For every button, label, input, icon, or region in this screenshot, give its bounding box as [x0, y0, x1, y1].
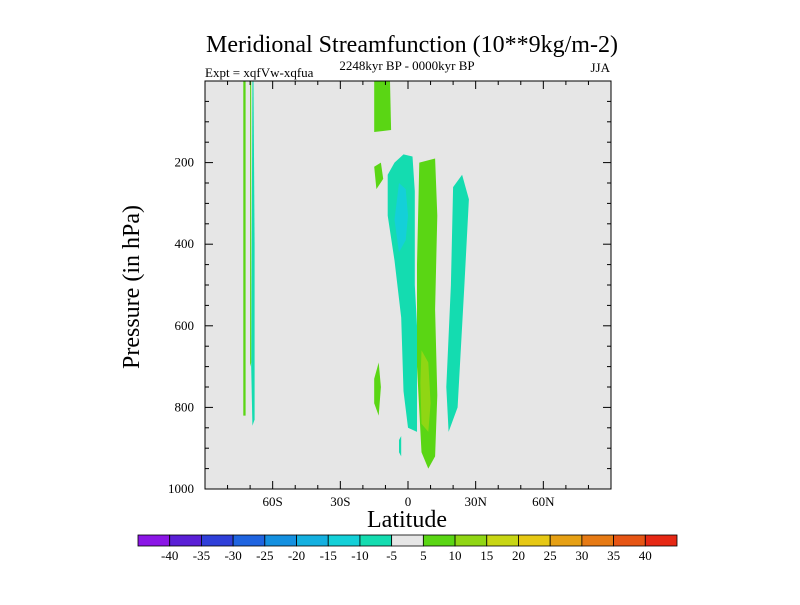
colorbar-swatch: [422, 534, 456, 547]
x-tick-label: 60N: [532, 494, 555, 509]
colorbar-label: -35: [193, 548, 210, 563]
colorbar-label: 35: [607, 548, 620, 563]
colorbar-label: -15: [320, 548, 337, 563]
subtitle-center: 2248kyr BP - 0000kyr BP: [339, 58, 474, 73]
x-axis: 60S 30S 0 30N 60N: [204, 81, 612, 509]
y-tick-label: 600: [175, 318, 195, 333]
colorbar-swatch: [486, 534, 519, 547]
contour-region-upper-green-patch: [374, 81, 392, 132]
contour-region-tropical-cyan-cell: [387, 154, 417, 432]
colorbar: -40 -35 -30 -25 -20 -15 -10 -5 5 10 15 20 25 30 35 40: [137, 534, 678, 563]
colorbar-label: -20: [288, 548, 305, 563]
colorbar-swatch: [359, 534, 393, 547]
contour-region-small-cyan-dot: [399, 436, 402, 457]
chart-title: Meridional Streamfunction (10**9kg/m-2): [206, 32, 618, 58]
colorbar-swatch: [327, 534, 361, 547]
contour-region-small-green-patch-upper: [374, 162, 384, 190]
colorbar-label: 15: [480, 548, 493, 563]
colorbar-label: 10: [449, 548, 462, 563]
colorbar-label: -5: [386, 548, 397, 563]
colorbar-swatch: [613, 534, 646, 547]
colorbar-swatch: [518, 534, 551, 547]
y-axis: 200 400 600 800 1000: [168, 80, 611, 496]
colorbar-swatch: [296, 534, 329, 547]
colorbar-swatch: [549, 534, 583, 547]
colorbar-label: -40: [161, 548, 178, 563]
contour-region-tropical-yellow-green-core: [420, 350, 431, 432]
colorbar-swatch: [454, 534, 488, 547]
colorbar-swatch: [169, 534, 202, 547]
colorbar-label: 5: [420, 548, 427, 563]
colorbar-label: 30: [575, 548, 588, 563]
colorbar-label: -10: [351, 548, 368, 563]
contour-region-polar-green-strip: [243, 81, 246, 416]
contour-region-nh-cyan-cell: [446, 174, 469, 432]
colorbar-swatch: [391, 534, 424, 547]
subtitle-left: Expt = xqfVw-xqfua: [205, 65, 314, 80]
contour-region-polar-cyan-strip: [251, 81, 255, 426]
y-tick-label: 200: [175, 155, 195, 170]
colorbar-label: 20: [512, 548, 525, 563]
colorbar-swatch: [644, 534, 678, 547]
y-tick-label: 400: [175, 236, 195, 251]
x-tick-label: 30N: [464, 494, 487, 509]
x-tick-label: 60S: [263, 494, 283, 509]
colorbar-label: 40: [639, 548, 652, 563]
colorbar-swatch: [137, 534, 171, 547]
contour-region-polar-green-strip-2: [250, 81, 252, 367]
y-axis-label: Pressure (in hPa): [119, 205, 145, 369]
subtitle-right: JJA: [590, 60, 610, 75]
colorbar-label: 25: [544, 548, 557, 563]
colorbar-swatch: [264, 534, 297, 547]
colorbar-label: -30: [224, 548, 241, 563]
contour-region-small-green-patch-lower: [374, 362, 381, 416]
y-tick-label: 1000: [168, 481, 194, 496]
colorbar-swatch: [201, 534, 234, 547]
y-tick-label: 800: [175, 399, 195, 414]
contour-region-tropical-deep-cyan-core: [394, 183, 408, 253]
x-tick-label: 0: [405, 494, 412, 509]
colorbar-swatch: [581, 534, 614, 547]
contour-regions: [243, 81, 469, 469]
x-axis-label: Latitude: [367, 507, 447, 533]
x-tick-label: 30S: [330, 494, 350, 509]
colorbar-label: -25: [256, 548, 273, 563]
colorbar-swatch: [232, 534, 266, 547]
